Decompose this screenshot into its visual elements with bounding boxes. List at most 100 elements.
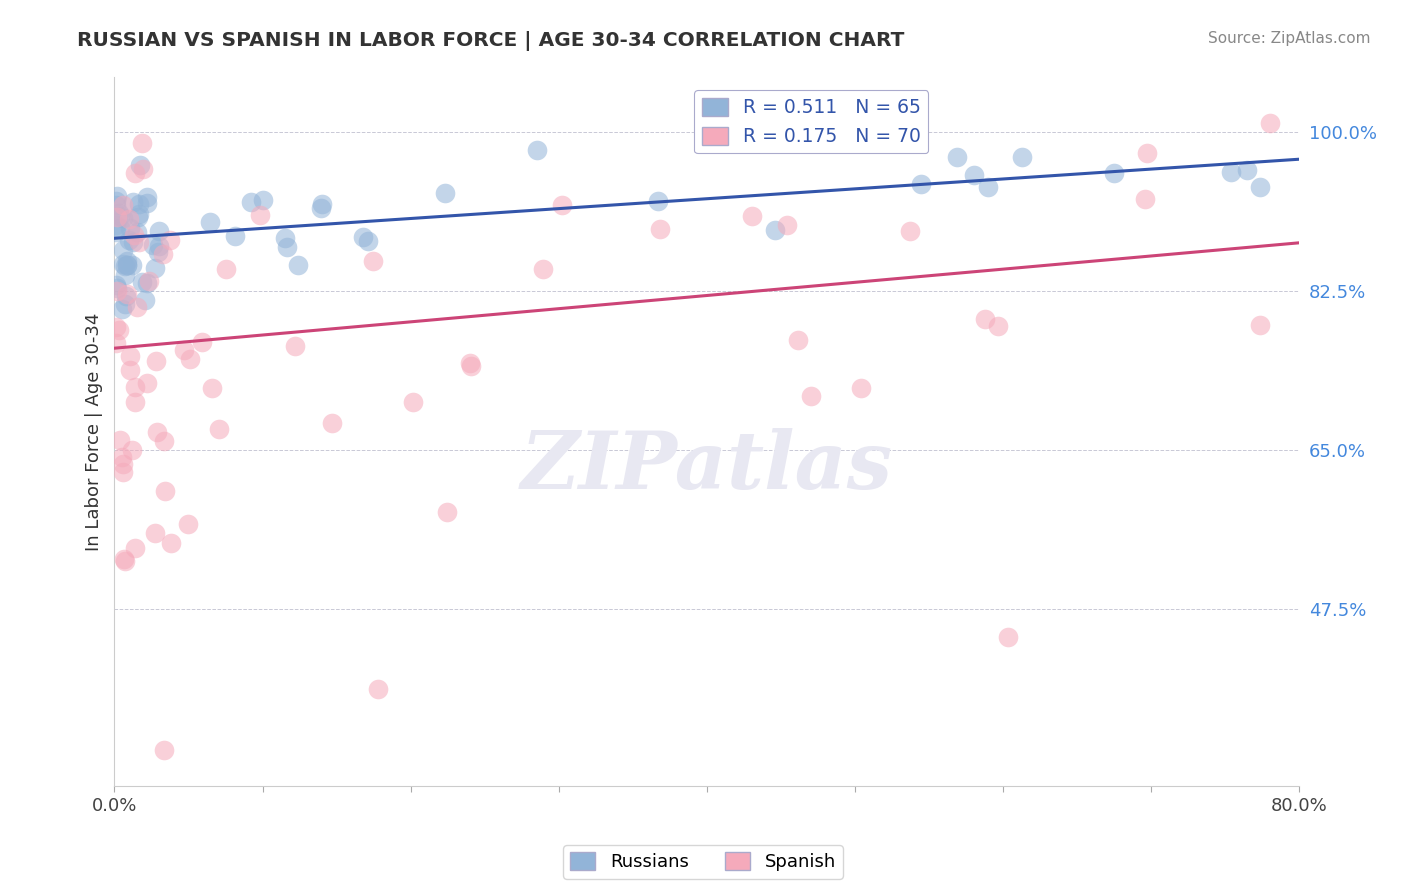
Point <box>131 136 153 150</box>
Text: ZIPatlas: ZIPatlas <box>520 428 893 506</box>
Point <box>127 210 149 224</box>
Point <box>1011 150 1033 164</box>
Point <box>117 286 139 301</box>
Point <box>460 356 482 370</box>
Point <box>143 526 166 541</box>
Point <box>1102 166 1125 180</box>
Point <box>179 351 201 366</box>
Point <box>118 234 141 248</box>
Point <box>198 214 221 228</box>
Point <box>112 243 135 257</box>
Point <box>136 196 159 211</box>
Point <box>127 225 149 239</box>
Point <box>108 434 131 448</box>
Point <box>104 194 127 208</box>
Point <box>111 450 134 464</box>
Point <box>987 318 1010 333</box>
Point <box>1260 116 1282 130</box>
Point <box>104 225 127 239</box>
Point <box>367 681 389 696</box>
Point <box>997 630 1019 644</box>
Point <box>526 143 548 157</box>
Point <box>118 363 141 377</box>
Point <box>159 233 181 247</box>
Point <box>104 336 127 351</box>
Point <box>460 359 482 374</box>
Point <box>647 194 669 208</box>
Point <box>114 259 136 273</box>
Point <box>946 150 969 164</box>
Legend: Russians, Spanish: Russians, Spanish <box>562 846 844 879</box>
Point <box>276 240 298 254</box>
Point <box>800 388 823 402</box>
Point <box>361 253 384 268</box>
Point <box>252 194 274 208</box>
Point <box>121 443 143 458</box>
Point <box>104 278 127 293</box>
Point <box>287 258 309 272</box>
Point <box>776 218 799 232</box>
Point <box>124 380 146 394</box>
Point <box>153 743 176 757</box>
Point <box>208 422 231 436</box>
Point <box>134 293 156 308</box>
Point <box>114 553 136 567</box>
Point <box>118 349 141 363</box>
Point <box>224 229 246 244</box>
Point <box>125 301 148 315</box>
Point <box>138 274 160 288</box>
Point <box>284 339 307 353</box>
Point <box>352 230 374 244</box>
Point <box>849 381 872 395</box>
Point <box>1133 192 1156 206</box>
Point <box>898 224 921 238</box>
Point <box>115 258 138 272</box>
Point <box>108 209 131 223</box>
Point <box>249 208 271 222</box>
Point <box>112 552 135 566</box>
Point <box>112 198 135 212</box>
Point <box>215 262 238 277</box>
Point <box>105 210 128 224</box>
Point <box>274 231 297 245</box>
Point <box>122 235 145 249</box>
Point <box>108 220 131 235</box>
Point <box>239 194 262 209</box>
Point <box>1220 164 1243 178</box>
Point <box>436 505 458 519</box>
Point <box>148 224 170 238</box>
Point <box>321 417 343 431</box>
Point <box>105 281 128 295</box>
Point <box>105 189 128 203</box>
Point <box>402 395 425 409</box>
Point <box>124 166 146 180</box>
Point <box>112 465 135 479</box>
Point <box>114 268 136 282</box>
Point <box>1136 145 1159 160</box>
Point <box>551 198 574 212</box>
Point <box>741 210 763 224</box>
Point <box>531 261 554 276</box>
Point <box>129 158 152 172</box>
Point <box>153 483 176 498</box>
Point <box>311 197 333 211</box>
Point <box>115 259 138 273</box>
Point <box>136 376 159 391</box>
Point <box>1236 163 1258 178</box>
Point <box>730 116 752 130</box>
Point <box>1249 318 1271 333</box>
Point <box>963 168 986 182</box>
Point <box>145 354 167 368</box>
Text: RUSSIAN VS SPANISH IN LABOR FORCE | AGE 30-34 CORRELATION CHART: RUSSIAN VS SPANISH IN LABOR FORCE | AGE … <box>77 31 904 51</box>
Point <box>128 207 150 221</box>
Point <box>176 516 198 531</box>
Point <box>124 541 146 555</box>
Point <box>118 211 141 226</box>
Point <box>121 194 143 209</box>
Point <box>124 394 146 409</box>
Point <box>104 218 127 232</box>
Point <box>118 220 141 235</box>
Point <box>309 201 332 215</box>
Point <box>148 244 170 259</box>
Point <box>136 190 159 204</box>
